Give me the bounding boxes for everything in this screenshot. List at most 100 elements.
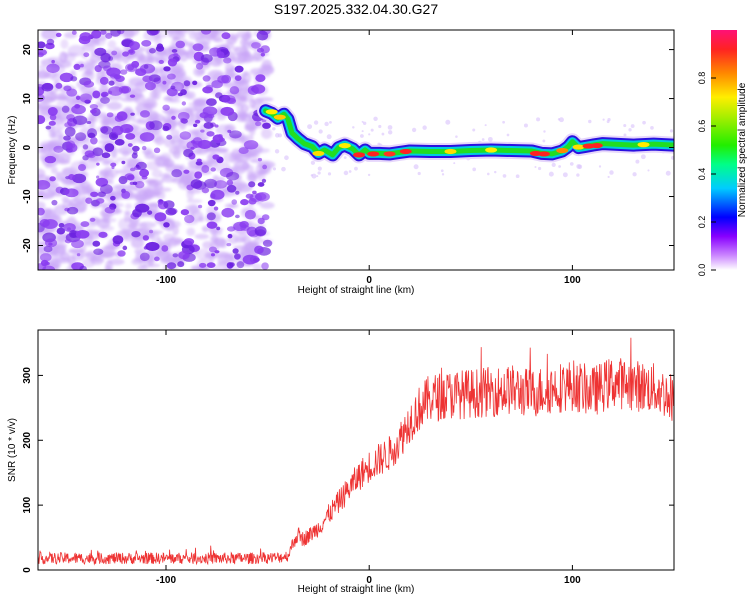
noise-blob xyxy=(108,80,115,86)
noise-blob xyxy=(38,232,44,241)
noise-blob xyxy=(196,158,202,162)
noise-blob xyxy=(214,180,228,189)
noise-blob xyxy=(141,145,147,151)
noise-dot xyxy=(650,126,654,130)
noise-blob xyxy=(249,255,260,264)
noise-blob xyxy=(70,76,78,82)
noise-dot xyxy=(281,166,286,172)
noise-blob xyxy=(240,199,249,206)
noise-blob xyxy=(71,30,77,35)
noise-blob xyxy=(134,190,149,202)
noise-blob xyxy=(173,71,184,84)
noise-blob xyxy=(223,57,232,64)
x-tick-label: -100 xyxy=(156,575,176,586)
noise-blob xyxy=(244,209,256,220)
noise-dot xyxy=(317,171,321,175)
noise-blob xyxy=(192,80,198,86)
noise-blob xyxy=(187,129,197,134)
noise-blob xyxy=(162,125,170,132)
noise-blob xyxy=(108,56,114,61)
noise-blob xyxy=(131,60,140,68)
noise-blob xyxy=(139,221,157,229)
noise-blob xyxy=(163,96,173,102)
noise-dot xyxy=(367,173,371,177)
snr-frame xyxy=(37,329,675,571)
y-tick-label: 200 xyxy=(22,431,33,448)
noise-blob xyxy=(254,226,267,236)
noise-blob xyxy=(242,71,252,84)
noise-blob xyxy=(53,204,69,216)
noise-blob xyxy=(180,117,186,124)
noise-blob xyxy=(107,93,123,101)
noise-blob xyxy=(163,200,175,209)
noise-blob xyxy=(226,179,234,186)
noise-blob xyxy=(107,40,117,49)
noise-blob xyxy=(251,84,266,94)
noise-blob xyxy=(198,204,203,209)
noise-blob xyxy=(122,51,129,57)
noise-blob xyxy=(76,253,81,257)
noise-blob xyxy=(192,43,204,52)
noise-blob xyxy=(198,216,205,223)
x-tick-label: 0 xyxy=(366,275,372,286)
trace-hotspot xyxy=(537,151,550,157)
noise-blob xyxy=(49,114,57,121)
noise-blob xyxy=(38,41,46,49)
noise-blob xyxy=(110,30,121,37)
noise-blob xyxy=(38,64,48,71)
noise-dot xyxy=(598,165,602,168)
colorbar-gradient xyxy=(711,30,737,270)
noise-blob xyxy=(193,123,198,128)
noise-blob xyxy=(38,93,45,103)
noise-blob xyxy=(162,80,167,85)
noise-dot xyxy=(324,121,329,127)
noise-blob xyxy=(94,65,102,73)
noise-dot xyxy=(647,169,650,172)
noise-dot xyxy=(277,133,282,138)
noise-blob xyxy=(111,50,118,56)
noise-blob xyxy=(127,143,133,147)
noise-blob xyxy=(99,169,109,176)
noise-blob xyxy=(114,115,124,122)
noise-blob xyxy=(195,62,204,70)
noise-blob xyxy=(195,160,203,166)
noise-blob xyxy=(183,148,194,158)
noise-blob xyxy=(90,191,99,198)
noise-blob xyxy=(80,63,84,68)
noise-dot xyxy=(548,171,554,177)
noise-blob xyxy=(201,165,210,173)
noise-blob xyxy=(147,210,153,215)
noise-blob xyxy=(188,32,207,41)
noise-blob xyxy=(125,203,133,210)
noise-dot xyxy=(502,174,507,178)
noise-blob xyxy=(64,188,79,198)
y-tick-label: 300 xyxy=(22,367,33,384)
noise-blob xyxy=(234,214,240,219)
noise-blob xyxy=(75,95,81,101)
noise-dot xyxy=(569,162,574,166)
noise-blob xyxy=(100,96,110,104)
noise-blob xyxy=(132,181,138,186)
noise-blob xyxy=(56,227,66,235)
trace-hotspot xyxy=(383,151,396,157)
noise-blob xyxy=(226,262,234,269)
noise-blob xyxy=(84,63,95,75)
noise-blob xyxy=(121,150,130,157)
noise-dot xyxy=(272,167,277,171)
noise-blob xyxy=(114,139,125,146)
noise-blob xyxy=(106,112,114,118)
noise-dot xyxy=(642,120,646,125)
noise-blob xyxy=(144,81,156,91)
noise-blob xyxy=(111,166,115,170)
noise-dot xyxy=(484,124,487,127)
noise-blob xyxy=(243,56,260,63)
noise-dot xyxy=(635,159,640,164)
noise-blob xyxy=(206,98,217,107)
noise-blob xyxy=(59,72,74,83)
noise-blob xyxy=(50,166,58,175)
noise-blob xyxy=(132,150,138,155)
noise-dot xyxy=(326,134,332,140)
noise-blob xyxy=(154,136,165,146)
noise-blob xyxy=(38,207,45,216)
